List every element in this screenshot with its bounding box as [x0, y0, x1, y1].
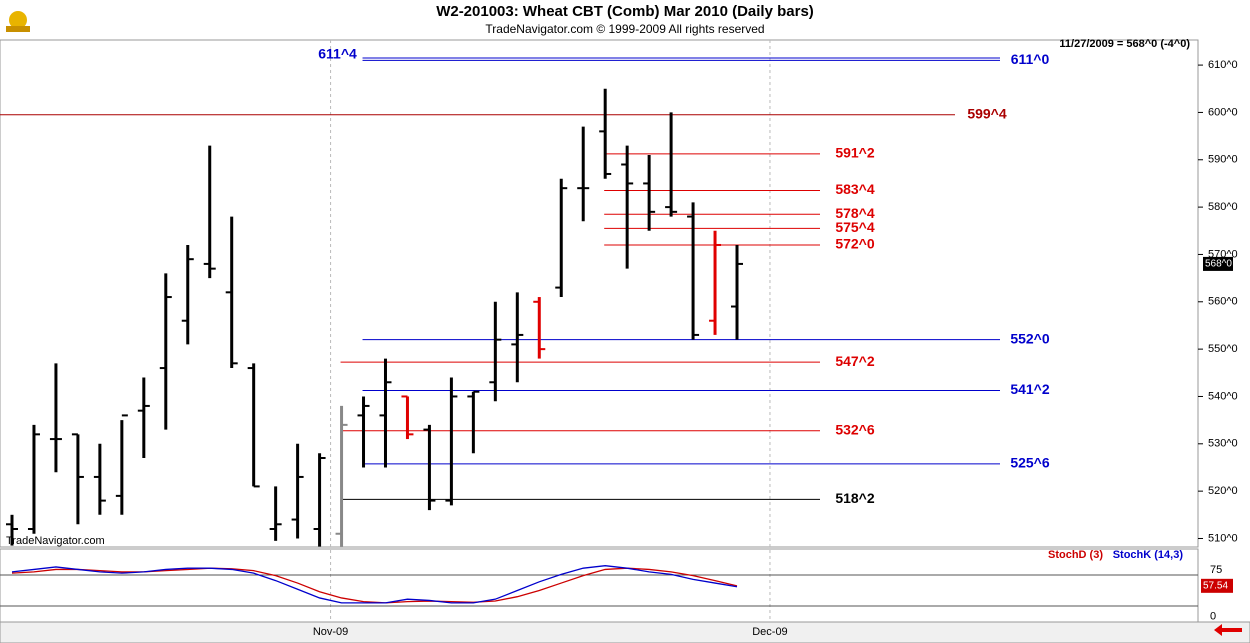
level-label: 575^4 — [835, 219, 875, 235]
y-tick-label: 560^0 — [1208, 296, 1238, 308]
y-tick-label: 510^0 — [1208, 532, 1238, 544]
legend-entry: StochD (3) — [1048, 549, 1103, 561]
scroll-arrow[interactable] — [1214, 624, 1242, 636]
x-axis-strip — [0, 621, 1250, 643]
chart-title: W2-201003: Wheat CBT (Comb) Mar 2010 (Da… — [436, 3, 814, 20]
level-label: 532^6 — [835, 421, 875, 437]
subtitle: TradeNavigator.com © 1999-2009 All right… — [485, 22, 764, 36]
y-tick-label: 550^0 — [1208, 343, 1238, 355]
level-label: 599^4 — [967, 105, 1007, 121]
last-value-box — [1201, 578, 1233, 593]
level-label: 611^4 — [318, 46, 357, 62]
x-tick-label: Nov-09 — [313, 626, 348, 638]
x-tick-label: Dec-09 — [752, 626, 787, 638]
level-label: 578^4 — [835, 205, 875, 221]
level-label: 591^2 — [835, 145, 875, 161]
y-tick-label: 0 — [1210, 610, 1216, 622]
y-tick-label: 530^0 — [1208, 438, 1238, 450]
last-price-box — [1203, 256, 1233, 271]
level-label: 547^2 — [835, 353, 875, 369]
level-label: 552^0 — [1010, 330, 1050, 346]
legend-entry: StochK (14,3) — [1113, 549, 1184, 561]
level-label: 583^4 — [835, 181, 875, 197]
price-pane — [0, 39, 1199, 548]
watermark: TradeNavigator.com — [6, 535, 105, 547]
y-tick-label: 580^0 — [1208, 201, 1238, 213]
info: 11/27/2009 = 568^0 (-4^0) — [1059, 38, 1190, 50]
level-label: 611^0 — [1011, 51, 1050, 67]
y-tick-label: 600^0 — [1208, 106, 1238, 118]
level-label: 525^6 — [1010, 455, 1050, 471]
level-label: 541^2 — [1010, 381, 1050, 397]
logo — [6, 11, 30, 32]
stoch-line — [11, 565, 738, 604]
level-label: 518^2 — [835, 490, 875, 506]
last-price-label: 568^0 — [1205, 259, 1232, 270]
last-value-label: 57.54 — [1203, 580, 1228, 591]
y-tick-label: 590^0 — [1208, 154, 1238, 166]
y-tick-label: 540^0 — [1208, 390, 1238, 402]
y-tick-label: 75 — [1210, 564, 1222, 576]
level-label: 572^0 — [835, 236, 875, 252]
y-tick-label: 610^0 — [1208, 59, 1238, 71]
y-tick-label: 520^0 — [1208, 485, 1238, 497]
